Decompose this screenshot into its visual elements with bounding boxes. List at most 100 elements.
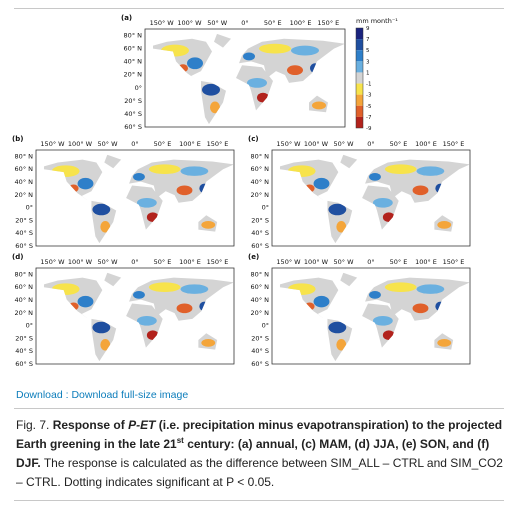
lon-tick-label: 50° W: [207, 19, 228, 27]
panel-label: (d): [12, 253, 23, 261]
map-panel: (c) 150° W 100° W 50° W 0° 50° E 100° E 150° E 8…: [248, 135, 470, 250]
colorbar-label: 9: [366, 26, 370, 32]
lon-tick-label: 100° E: [290, 19, 312, 27]
lat-tick-label: 20° N: [15, 309, 34, 317]
lat-tick-label: 40° N: [251, 178, 270, 186]
lon-tick-label: 50° W: [97, 258, 118, 266]
colorbar-label: 5: [366, 48, 370, 54]
lat-tick-label: 20° N: [124, 71, 143, 79]
lat-tick-label: 0°: [262, 204, 269, 212]
lat-tick-label: 60° N: [15, 283, 34, 291]
caption: Fig. 7. Response of P-ET (i.e. precipita…: [16, 416, 506, 492]
top-rule: [14, 8, 504, 9]
lat-tick-label: 40° S: [124, 110, 142, 118]
colorbar-label: -9: [366, 126, 372, 132]
bottom-rule: [14, 500, 504, 501]
colorbar-label: 3: [366, 59, 370, 65]
caption-italic: P-ET: [128, 418, 156, 432]
lon-tick-label: 100° W: [177, 19, 202, 27]
lon-tick-label: 50° E: [390, 140, 408, 148]
lat-tick-label: 60° N: [124, 45, 143, 53]
lat-tick-label: 60° S: [124, 123, 142, 131]
lon-tick-label: 50° E: [390, 258, 408, 266]
lon-tick-label: 150° W: [150, 19, 175, 27]
lon-tick-label: 150° W: [276, 258, 301, 266]
lat-tick-label: 80° N: [251, 152, 270, 160]
lon-tick-label: 150° W: [276, 140, 301, 148]
lat-tick-label: 20° S: [15, 334, 33, 342]
caption-text: The response is calculated as the differ…: [16, 456, 503, 489]
lat-tick-label: 60° S: [251, 242, 269, 250]
caption-sup: st: [176, 436, 184, 445]
lon-tick-label: 0°: [131, 258, 138, 266]
colorbar-label: -5: [366, 104, 372, 110]
lon-tick-label: 50° E: [154, 140, 172, 148]
lat-tick-label: 40° S: [251, 229, 269, 237]
colorbar-block: [356, 105, 363, 117]
colorbar-unit: mm month⁻¹: [356, 17, 398, 25]
colorbar-label: -3: [366, 93, 372, 99]
lat-tick-label: 40° N: [15, 296, 34, 304]
lon-tick-label: 50° E: [264, 19, 282, 27]
lat-tick-label: 40° N: [124, 58, 143, 66]
figure: (a)150° W 100° W 50° W 0° 50° E 100° E 150° E8…: [12, 14, 526, 368]
lat-tick-label: 20° N: [251, 191, 270, 199]
colorbar-block: [356, 116, 363, 128]
world-map: [36, 268, 234, 364]
colorbar-label: -1: [366, 82, 371, 88]
lon-tick-label: 100° E: [179, 140, 201, 148]
lon-tick-label: 50° W: [97, 140, 118, 148]
caption-bold: Response of: [52, 418, 125, 432]
lat-tick-label: 20° S: [124, 97, 142, 105]
colorbar-block: [356, 72, 363, 84]
lat-tick-label: 0°: [262, 322, 269, 330]
map-panel: (a) 150° W 100° W 50° W 0° 50° E 100° E 150° E 8…: [121, 14, 345, 131]
lat-tick-label: 20° S: [251, 334, 269, 342]
colorbar-block: [356, 61, 363, 73]
lon-tick-label: 100° W: [68, 140, 93, 148]
lon-tick-label: 100° E: [415, 258, 437, 266]
lat-tick-label: 0°: [26, 204, 33, 212]
colorbar-block: [356, 83, 363, 95]
lat-tick-label: 40° S: [251, 347, 269, 355]
map-panel: (b) 150° W 100° W 50° W 0° 50° E 100° E 150° E 8…: [12, 135, 234, 250]
download-link[interactable]: Download : Download full-size image: [16, 389, 189, 401]
lon-tick-label: 0°: [367, 258, 374, 266]
lat-tick-label: 20° S: [251, 216, 269, 224]
mid-rule: [14, 408, 504, 409]
lon-tick-label: 100° E: [179, 258, 201, 266]
world-map: [272, 268, 470, 364]
panel-label: (b): [12, 135, 23, 143]
lon-tick-label: 100° W: [304, 258, 329, 266]
lon-tick-label: 100° E: [415, 140, 437, 148]
lat-tick-label: 0°: [26, 322, 33, 330]
lon-tick-label: 0°: [241, 19, 248, 27]
caption-prefix: Fig. 7.: [16, 418, 50, 432]
colorbar-label: -7: [366, 115, 372, 121]
lon-tick-label: 50° W: [333, 140, 354, 148]
colorbar-label: 1: [366, 70, 370, 76]
colorbar-label: 7: [366, 37, 370, 43]
lon-tick-label: 100° W: [304, 140, 329, 148]
panel-label: (a): [121, 14, 132, 22]
lon-tick-label: 150° E: [207, 258, 229, 266]
colorbar: 9 7 5 3 1 -1 -3 -5 -7 -9 mm month⁻¹: [355, 17, 398, 132]
lon-tick-label: 150° E: [443, 258, 465, 266]
caption-bold: century: (a) annual, (c) MAM, (d) JJA, (…: [16, 437, 490, 470]
world-map: [36, 150, 234, 246]
lat-tick-label: 60° S: [15, 360, 33, 368]
lat-tick-label: 60° N: [251, 165, 270, 173]
lat-tick-label: 20° N: [15, 191, 34, 199]
map-panel: (e) 150° W 100° W 50° W 0° 50° E 100° E 150° E 8…: [248, 253, 470, 368]
colorbar-block: [356, 94, 363, 106]
lon-tick-label: 50° E: [154, 258, 172, 266]
lon-tick-label: 150° W: [40, 258, 65, 266]
lat-tick-label: 80° N: [251, 270, 270, 278]
lat-tick-label: 60° N: [251, 283, 270, 291]
lat-tick-label: 80° N: [15, 270, 34, 278]
lon-tick-label: 100° W: [68, 258, 93, 266]
lon-tick-label: 150° E: [207, 140, 229, 148]
caption-bold: (i.e. precipitation minus evapotranspira…: [16, 418, 503, 451]
lat-tick-label: 60° N: [15, 165, 34, 173]
